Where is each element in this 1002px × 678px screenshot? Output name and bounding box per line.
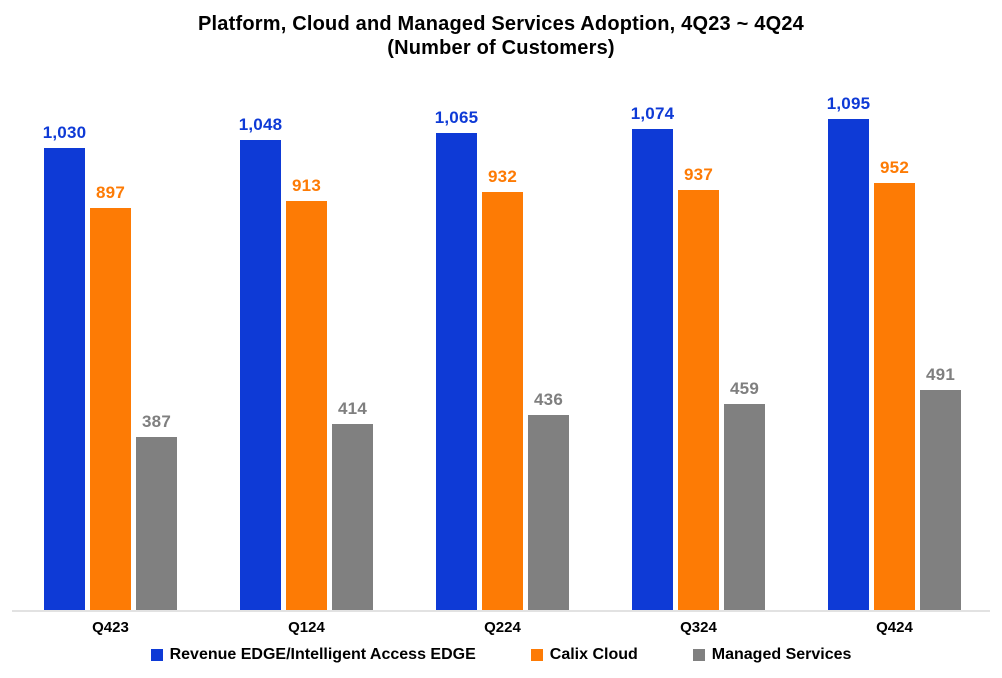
legend: Revenue EDGE/Intelligent Access EDGE Cali… xyxy=(0,646,1002,664)
bar-value-label: 436 xyxy=(534,390,563,409)
x-axis-tick-label: Q124 xyxy=(288,619,325,636)
bar-value-label: 1,030 xyxy=(42,123,87,142)
bar xyxy=(436,133,477,610)
bar xyxy=(632,129,673,610)
legend-swatch xyxy=(150,649,163,661)
bar-value-label: 1,074 xyxy=(630,104,675,123)
legend-item: Calix Cloud xyxy=(530,646,638,664)
legend-item: Managed Services xyxy=(692,646,852,664)
x-axis-tick-label: Q224 xyxy=(484,619,521,636)
x-axis-tick-label: Q424 xyxy=(876,619,913,636)
legend-swatch xyxy=(530,649,543,661)
bar xyxy=(240,140,281,610)
legend-label: Calix Cloud xyxy=(549,646,638,663)
bar-value-label: 459 xyxy=(730,379,759,398)
chart-subtitle: (Number of Customers) xyxy=(387,37,615,59)
bar-value-label: 932 xyxy=(488,167,517,186)
legend-label: Managed Services xyxy=(711,646,852,663)
bar-value-label: 387 xyxy=(142,412,171,431)
bar xyxy=(920,390,961,610)
bar xyxy=(828,119,869,610)
x-axis-tick-label: Q423 xyxy=(92,619,129,636)
bar-value-label: 913 xyxy=(292,176,321,195)
bar-value-label: 897 xyxy=(96,183,125,202)
bar xyxy=(44,148,85,610)
bar-value-label: 937 xyxy=(684,165,713,184)
bar xyxy=(482,192,523,610)
chart-title-block: Platform, Cloud and Managed Services Ado… xyxy=(0,12,1002,60)
bar xyxy=(678,190,719,610)
x-axis-tick-label: Q324 xyxy=(680,619,717,636)
bar-value-label: 1,095 xyxy=(826,94,871,113)
bar-value-label: 491 xyxy=(926,365,955,384)
bar-value-label: 952 xyxy=(880,158,909,177)
bar xyxy=(332,424,373,610)
bar-value-label: 1,048 xyxy=(238,115,283,134)
legend-label: Revenue EDGE/Intelligent Access EDGE xyxy=(169,646,476,663)
x-axis-line xyxy=(12,610,990,612)
legend-swatch xyxy=(692,649,705,661)
legend-item: Revenue EDGE/Intelligent Access EDGE xyxy=(150,646,476,664)
bar-value-label: 1,065 xyxy=(434,108,479,127)
bar xyxy=(874,183,915,610)
bar xyxy=(528,415,569,610)
bar xyxy=(724,404,765,610)
bar-value-label: 414 xyxy=(338,399,367,418)
chart-title: Platform, Cloud and Managed Services Ado… xyxy=(197,13,804,35)
bar xyxy=(136,437,177,610)
bar xyxy=(286,201,327,610)
bar xyxy=(90,208,131,610)
